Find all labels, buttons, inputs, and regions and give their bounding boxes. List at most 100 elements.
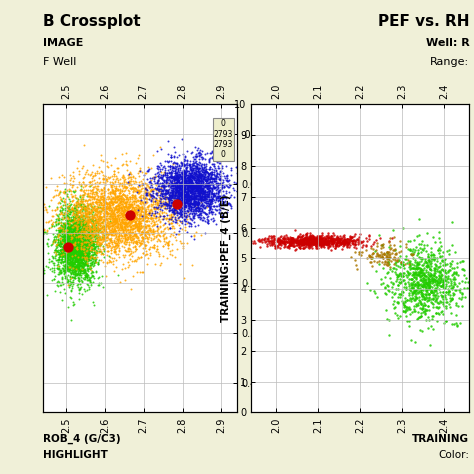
Point: [79, 246, 87, 253]
Point: [273, 237, 281, 245]
Point: [109, 228, 116, 236]
Point: [97, 192, 104, 200]
Point: [89, 216, 97, 224]
Point: [147, 181, 155, 189]
Point: [167, 153, 174, 160]
Point: [159, 171, 167, 179]
Point: [111, 217, 118, 225]
Point: [179, 187, 187, 195]
Point: [385, 331, 393, 338]
Point: [200, 168, 208, 175]
Point: [58, 225, 66, 233]
Point: [179, 177, 187, 185]
Point: [153, 210, 161, 217]
Point: [196, 186, 204, 193]
Point: [233, 187, 241, 195]
Point: [89, 220, 96, 228]
Point: [99, 203, 107, 211]
Point: [88, 245, 96, 253]
Point: [114, 201, 122, 209]
Point: [129, 198, 137, 205]
Point: [129, 224, 137, 232]
Point: [216, 159, 223, 166]
Point: [100, 215, 107, 223]
Point: [74, 241, 82, 249]
Point: [303, 235, 311, 242]
Point: [448, 219, 456, 226]
Point: [151, 212, 158, 220]
Point: [173, 178, 181, 185]
Point: [53, 203, 61, 210]
Point: [414, 282, 421, 289]
Point: [173, 187, 180, 194]
Point: [187, 187, 195, 194]
Point: [106, 215, 113, 223]
Point: [86, 246, 93, 254]
Point: [363, 279, 371, 287]
Point: [87, 209, 95, 216]
Point: [109, 224, 116, 232]
Point: [179, 195, 186, 202]
Point: [173, 179, 181, 186]
Point: [412, 293, 420, 301]
Point: [61, 230, 68, 238]
Point: [169, 198, 176, 205]
Point: [159, 173, 167, 180]
Point: [289, 237, 296, 244]
Point: [72, 210, 79, 218]
Point: [129, 239, 137, 246]
Point: [425, 275, 433, 283]
Point: [98, 204, 105, 212]
Point: [92, 233, 100, 241]
Point: [97, 215, 105, 223]
Point: [117, 226, 124, 234]
Point: [332, 237, 340, 244]
Point: [429, 277, 437, 285]
Point: [66, 236, 74, 244]
Point: [121, 252, 128, 259]
Point: [73, 240, 80, 247]
Point: [219, 169, 227, 177]
Point: [74, 215, 82, 223]
Point: [190, 185, 197, 192]
Point: [195, 168, 203, 176]
Point: [409, 268, 417, 275]
Point: [280, 235, 288, 243]
Point: [153, 184, 161, 192]
Point: [118, 187, 126, 194]
Point: [115, 201, 123, 209]
Point: [443, 275, 450, 283]
Point: [66, 258, 73, 266]
Point: [128, 191, 136, 198]
Point: [121, 206, 129, 214]
Point: [111, 214, 118, 222]
Point: [193, 146, 201, 154]
Point: [189, 194, 197, 202]
Point: [216, 209, 223, 216]
Point: [93, 242, 101, 250]
Point: [65, 272, 73, 279]
Point: [303, 241, 310, 248]
Point: [160, 183, 168, 191]
Point: [427, 252, 435, 259]
Point: [201, 168, 208, 176]
Point: [189, 173, 197, 181]
Point: [174, 191, 182, 198]
Point: [343, 236, 351, 243]
Point: [119, 234, 127, 242]
Point: [396, 276, 404, 283]
Point: [203, 215, 210, 222]
Point: [72, 220, 79, 228]
Point: [423, 286, 431, 294]
Point: [394, 262, 401, 270]
Point: [63, 234, 70, 242]
Point: [80, 238, 87, 246]
Point: [187, 182, 194, 190]
Point: [417, 301, 424, 308]
Point: [151, 201, 159, 208]
Point: [83, 190, 91, 198]
Point: [71, 249, 78, 256]
Point: [161, 204, 169, 212]
Point: [94, 217, 101, 224]
Point: [56, 242, 64, 250]
